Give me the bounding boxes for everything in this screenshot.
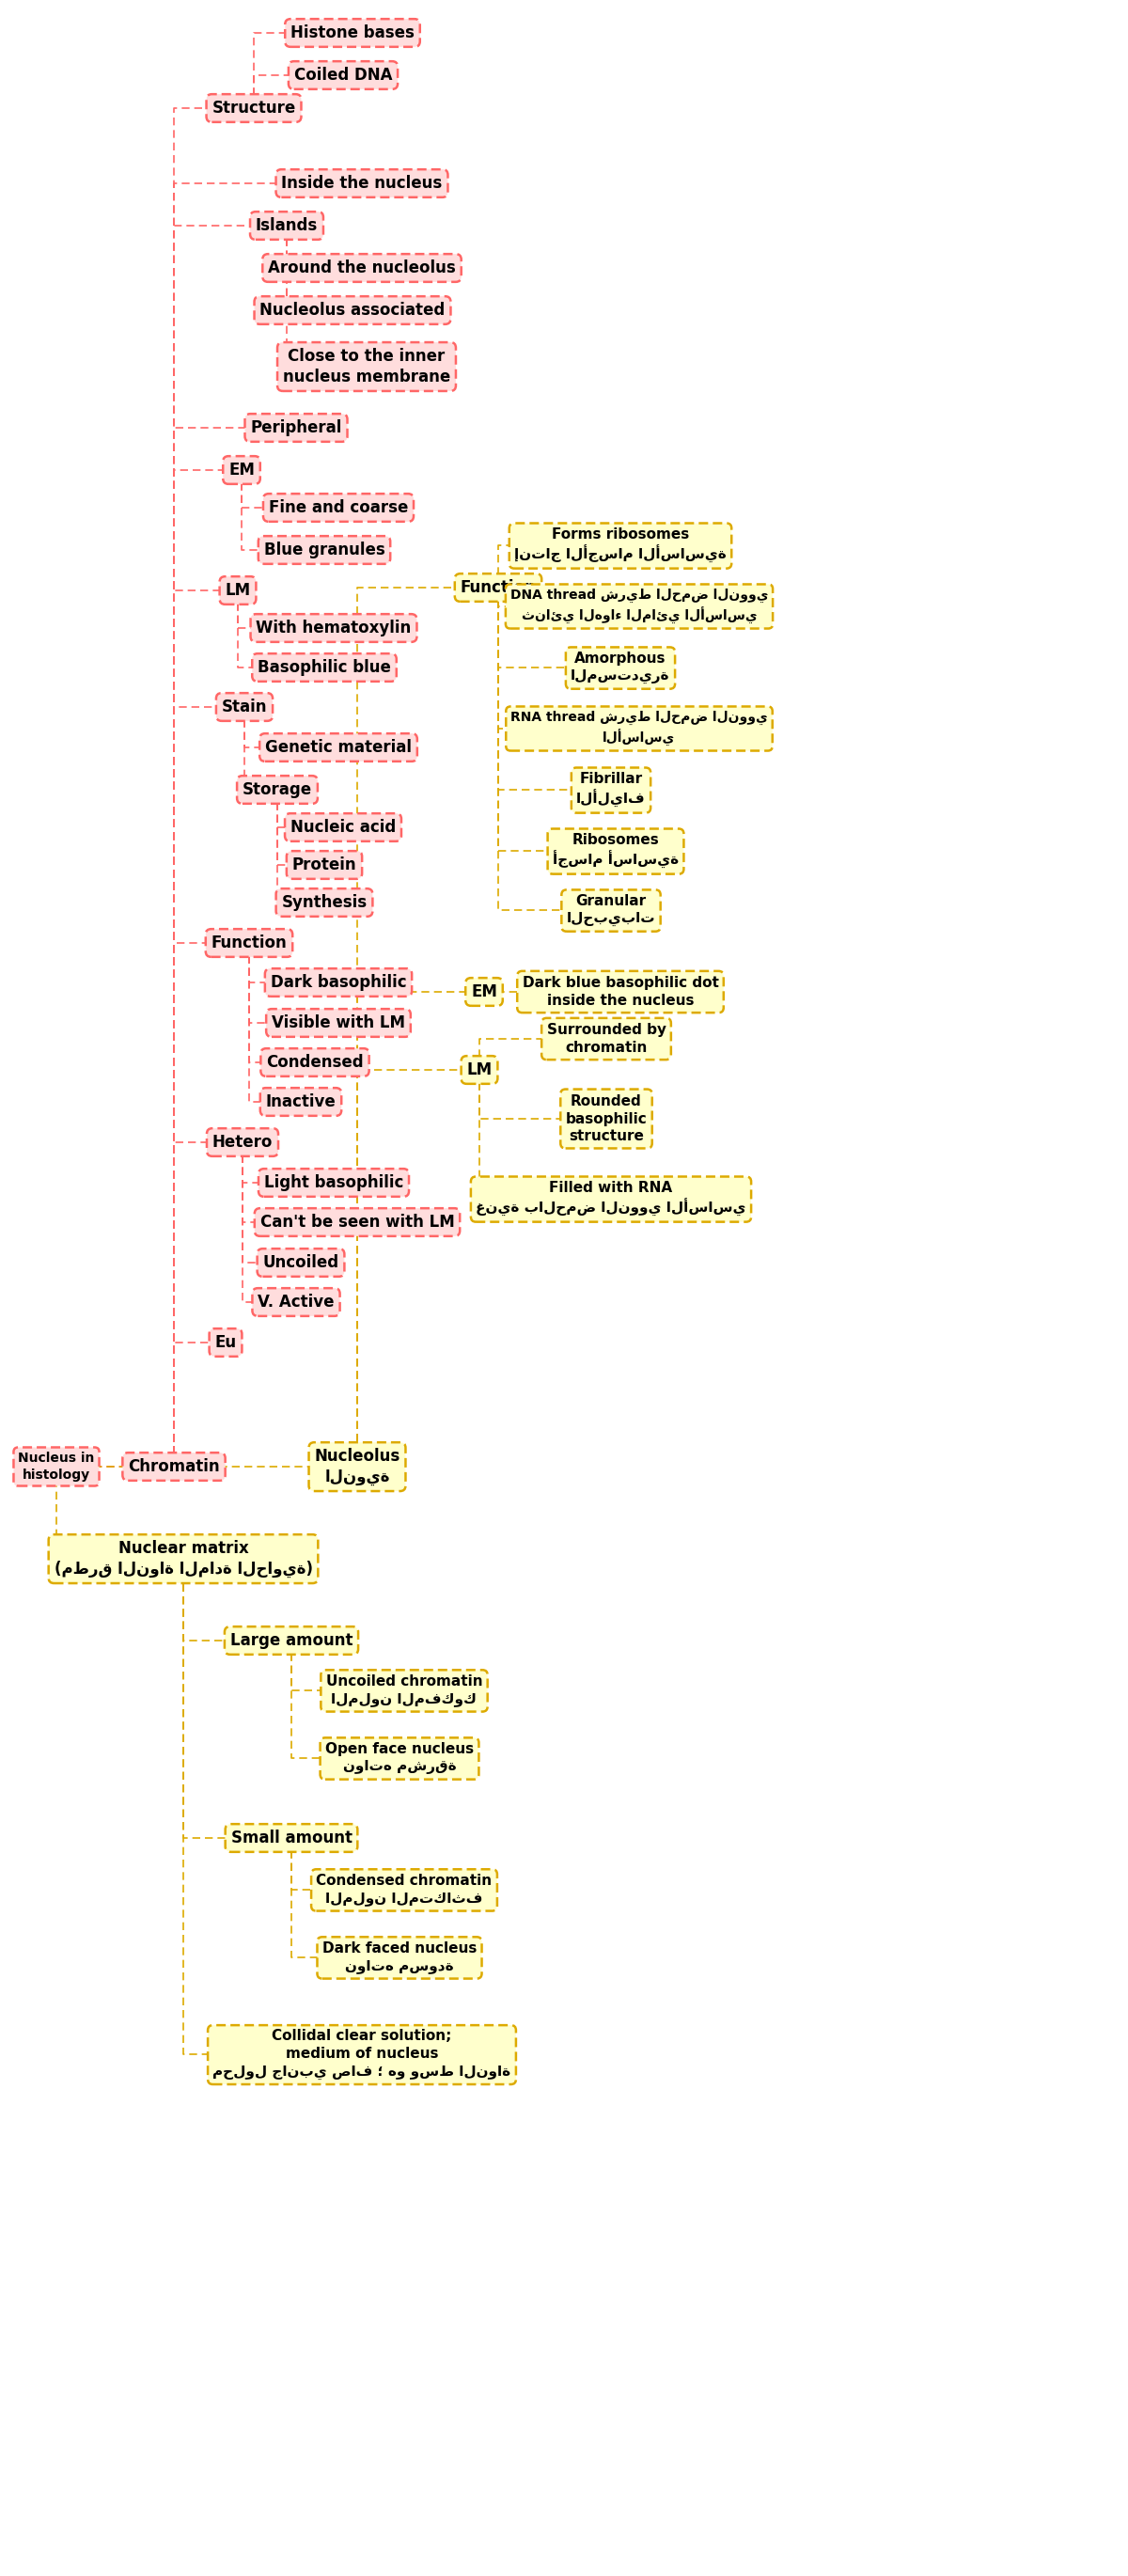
Text: Nucleolus
النوية: Nucleolus النوية <box>315 1448 400 1486</box>
Text: Structure: Structure <box>212 100 296 116</box>
Text: Can't be seen with LM: Can't be seen with LM <box>261 1213 455 1231</box>
Text: Condensed: Condensed <box>266 1054 363 1072</box>
Text: Dark basophilic: Dark basophilic <box>271 974 406 992</box>
Text: Dark faced nucleus
نواته مسودة: Dark faced nucleus نواته مسودة <box>323 1942 477 1973</box>
Text: RNA thread شريط الحمض النووي
الأساسي: RNA thread شريط الحمض النووي الأساسي <box>511 711 768 747</box>
Text: Eu: Eu <box>214 1334 237 1350</box>
Text: Nucleic acid: Nucleic acid <box>290 819 396 835</box>
Text: Basophilic blue: Basophilic blue <box>257 659 391 675</box>
Text: Storage: Storage <box>243 781 312 799</box>
Text: V. Active: V. Active <box>258 1293 334 1311</box>
Text: Uncoiled: Uncoiled <box>263 1255 338 1270</box>
Text: Ribosomes
أجسام أساسية: Ribosomes أجسام أساسية <box>553 832 679 868</box>
Text: Protein: Protein <box>292 855 356 873</box>
Text: EM: EM <box>472 984 497 999</box>
Text: Blue granules: Blue granules <box>264 541 385 559</box>
Text: Forms ribosomes
إنتاج الأجسام الأساسية: Forms ribosomes إنتاج الأجسام الأساسية <box>514 528 726 564</box>
Text: Inside the nucleus: Inside the nucleus <box>281 175 442 191</box>
Text: Open face nucleus
نواته مشرقة: Open face nucleus نواته مشرقة <box>325 1741 474 1775</box>
Text: Chromatin: Chromatin <box>127 1458 220 1476</box>
Text: EM: EM <box>229 461 255 479</box>
Text: Function: Function <box>211 935 287 951</box>
Text: Around the nucleolus: Around the nucleolus <box>268 260 456 276</box>
Text: Nucleolus associated: Nucleolus associated <box>259 301 446 319</box>
Text: Surrounded by
chromatin: Surrounded by chromatin <box>547 1023 666 1054</box>
Text: Fine and coarse: Fine and coarse <box>268 500 408 515</box>
Text: Close to the inner
nucleus membrane: Close to the inner nucleus membrane <box>283 348 450 386</box>
Text: Fibrillar
الألياف: Fibrillar الألياف <box>576 773 645 809</box>
Text: DNA thread شريط الحمض النووي
ثنائي الهواء المائي الأساسي: DNA thread شريط الحمض النووي ثنائي الهوا… <box>510 590 768 623</box>
Text: Stain: Stain <box>221 698 267 716</box>
Text: Collidal clear solution;
medium of nucleus
محلول جانبي صاف ؛ هو وسط النواة: Collidal clear solution; medium of nucle… <box>213 2030 511 2079</box>
Text: Nuclear matrix
(مطرق النواة المادة الحاوية): Nuclear matrix (مطرق النواة المادة الحاو… <box>54 1540 312 1577</box>
Text: Synthesis: Synthesis <box>282 894 367 912</box>
Text: LM: LM <box>226 582 250 598</box>
Text: Granular
الحبيبات: Granular الحبيبات <box>566 894 655 927</box>
Text: Peripheral: Peripheral <box>250 420 342 435</box>
Text: Visible with LM: Visible with LM <box>272 1015 405 1030</box>
Text: Filled with RNA
غنية بالحمض النووي الأساسي: Filled with RNA غنية بالحمض النووي الأسا… <box>476 1180 746 1216</box>
Text: Dark blue basophilic dot
inside the nucleus: Dark blue basophilic dot inside the nucl… <box>522 976 719 1007</box>
Text: Inactive: Inactive <box>266 1092 336 1110</box>
Text: Function: Function <box>460 580 536 595</box>
Text: LM: LM <box>467 1061 492 1079</box>
Text: Rounded
basophilic
structure: Rounded basophilic structure <box>565 1095 647 1144</box>
Text: Large amount: Large amount <box>230 1633 353 1649</box>
Text: Islands: Islands <box>256 216 318 234</box>
Text: With hematoxylin: With hematoxylin <box>256 621 412 636</box>
Text: Amorphous
المستديرة: Amorphous المستديرة <box>571 652 670 683</box>
Text: Coiled DNA: Coiled DNA <box>294 67 393 82</box>
Text: Genetic material: Genetic material <box>265 739 412 755</box>
Text: Uncoiled chromatin
الملون المفكوك: Uncoiled chromatin الملون المفكوك <box>326 1674 483 1705</box>
Text: Nucleus in
histology: Nucleus in histology <box>18 1453 95 1481</box>
Text: Histone bases: Histone bases <box>291 23 414 41</box>
Text: Hetero: Hetero <box>212 1133 273 1151</box>
Text: Condensed chromatin
الملون المتكاثف: Condensed chromatin الملون المتكاثف <box>316 1873 492 1906</box>
Text: Small amount: Small amount <box>231 1829 352 1847</box>
Text: Light basophilic: Light basophilic <box>264 1175 404 1190</box>
